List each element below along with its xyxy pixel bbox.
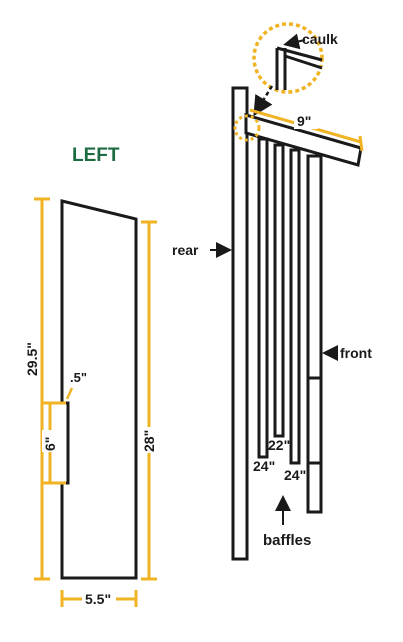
rear-board (231, 86, 249, 561)
left-panel-group: LEFT 29.5" 28" .5" 6" (24, 145, 157, 608)
dim-right-height-28 (141, 220, 157, 581)
front-label: front (340, 345, 372, 361)
caulk-label: caulk (302, 31, 338, 47)
caulk-detail-roof (275, 46, 323, 90)
left-side-panel (60, 199, 138, 580)
dim-height-29-5 (34, 197, 50, 581)
caulk-leader (253, 85, 274, 117)
baffle-2 (273, 143, 285, 438)
caulk-detail-circle (252, 22, 324, 94)
baffle-3 (289, 148, 301, 465)
dim-height-label: 29.5" (24, 342, 40, 376)
roof-dim-label: 9" (297, 113, 311, 129)
baffle-1 (257, 137, 269, 459)
baffle-dim-label-3: 24" (284, 467, 306, 483)
roof-board (244, 113, 363, 167)
dim-notch-depth-label: .5" (70, 370, 87, 385)
baffles-label: baffles (263, 532, 311, 549)
left-panel-title: LEFT (72, 145, 120, 166)
rear-label: rear (172, 242, 199, 258)
dim-width-label: 5.5" (85, 591, 111, 607)
caulk-pointer (283, 33, 306, 50)
baffle-dim-label-2: 22" (268, 437, 290, 453)
notch-depth-pointer (65, 387, 74, 400)
joint-circle (233, 114, 261, 142)
front-board (306, 154, 323, 514)
baffle-dim-label-1: 24" (253, 458, 275, 474)
dim-right-height-label: 28" (141, 430, 157, 452)
assembly-group: caulk 9" 24" 22" 24" rear f (172, 22, 372, 561)
dim-notch-height-label: 6" (42, 437, 58, 451)
